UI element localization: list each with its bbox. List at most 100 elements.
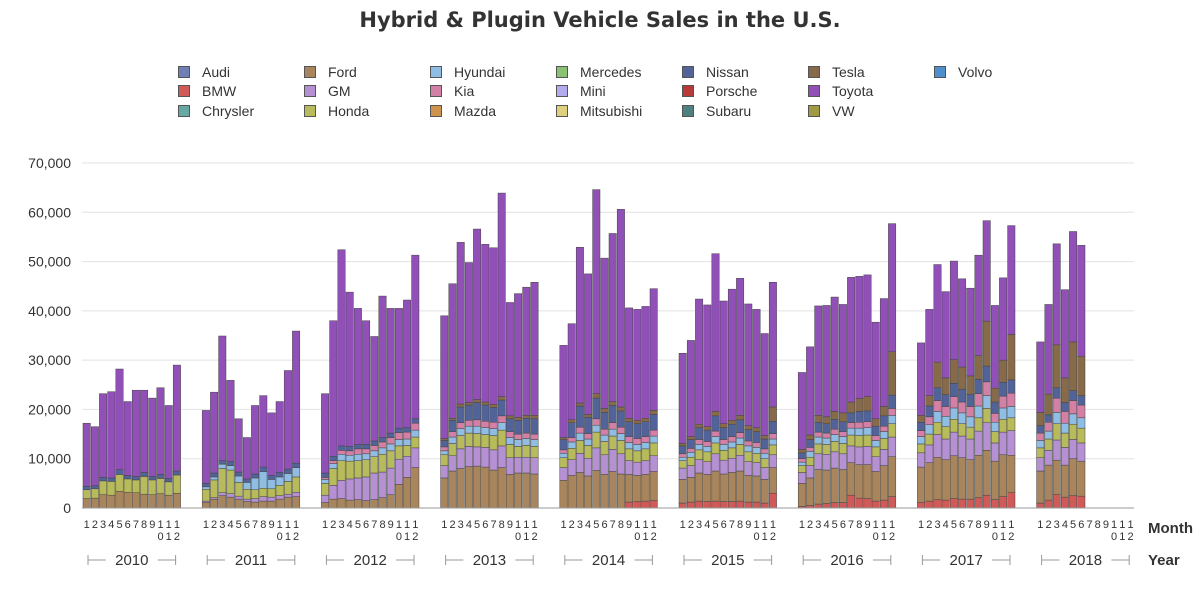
- bar-segment-gm: [768, 454, 777, 468]
- bar-segment-tesla: [559, 437, 568, 440]
- year-label: 2015: [711, 552, 744, 569]
- bar-segment-tesla: [1044, 393, 1053, 416]
- bar-segment-honda: [797, 465, 806, 473]
- bar-segment-kia: [345, 450, 354, 456]
- bar-segment-honda: [226, 469, 235, 494]
- bar-segment-toyota: [172, 364, 181, 472]
- bar-segment-honda: [275, 485, 284, 496]
- bars: [82, 189, 1086, 509]
- bar-segment-honda: [847, 434, 856, 447]
- bar-segment-toyota: [633, 309, 642, 421]
- year-label: 2016: [830, 552, 863, 569]
- bar-segment-tesla: [616, 406, 625, 412]
- bar-segment-honda: [148, 479, 157, 495]
- month-tick-label: 1: [531, 519, 537, 531]
- legend-swatch: [178, 65, 190, 78]
- bar-segment-honda: [625, 448, 634, 461]
- bar-segment-honda: [727, 447, 736, 459]
- bar-segment-ford: [411, 467, 420, 509]
- month-tick-label: 1: [634, 519, 640, 531]
- legend-item-mercedes: Mercedes: [556, 62, 641, 81]
- bar-segment-gm: [1044, 450, 1053, 466]
- bar-segment-bmw: [941, 499, 950, 509]
- bar-segment-ford: [275, 498, 284, 509]
- bar-segment-ford: [608, 471, 617, 509]
- bar-segment-gm: [633, 461, 642, 476]
- y-tick-label: 70,000: [28, 155, 71, 171]
- bar-segment-ford: [678, 479, 687, 504]
- legend-item-audi: Audi: [178, 62, 230, 81]
- bar-segment-toyota: [201, 410, 210, 484]
- bar-segment-bmw: [830, 502, 839, 509]
- bar-segment-bmw: [855, 497, 864, 509]
- bar-segment-tesla: [822, 416, 831, 424]
- bar-segment-toyota: [888, 223, 897, 353]
- bar-segment-hyundai: [218, 463, 227, 469]
- bar-segment-kia: [974, 393, 983, 407]
- bar-segment-kia: [806, 447, 815, 452]
- bar-segment-nissan: [990, 401, 999, 414]
- bar-segment-honda: [362, 459, 371, 478]
- bar-segment-nissan: [744, 429, 753, 442]
- bar-segment-hyundai: [522, 438, 531, 446]
- month-tick-label: 6: [244, 519, 250, 531]
- bar-segment-toyota: [641, 306, 650, 419]
- bar-segment-gm: [522, 456, 531, 474]
- bar-segment-gm: [514, 456, 523, 474]
- month-tick-label: 0: [396, 531, 402, 543]
- bar-segment-honda: [736, 444, 745, 456]
- bar-segment-ford: [201, 502, 210, 509]
- month-tick-label: 0: [1111, 531, 1117, 543]
- bar-segment-kia: [990, 413, 999, 423]
- bar-segment-toyota: [879, 298, 888, 407]
- y-tick-label: 10,000: [28, 451, 71, 467]
- bar-segment-toyota: [703, 304, 712, 427]
- bar-segment-nissan: [123, 475, 132, 480]
- bar-segment-nissan: [727, 423, 736, 437]
- legend-swatch: [304, 65, 316, 78]
- month-tick-label: 8: [260, 519, 266, 531]
- bar-segment-kia: [403, 431, 412, 440]
- bar-segment-tesla: [592, 393, 601, 399]
- bar-segment-hyundai: [362, 453, 371, 460]
- month-tick-label: 1: [166, 531, 172, 543]
- bar-segment-honda: [1036, 447, 1045, 458]
- bar-segment-gm: [847, 445, 856, 463]
- bar-segment-honda: [768, 444, 777, 456]
- bar-segment-honda: [744, 451, 753, 462]
- bar-segment-toyota: [164, 405, 173, 479]
- bar-segment-tesla: [522, 415, 531, 419]
- month-tick-label: 1: [642, 519, 648, 531]
- bar-segment-gm: [760, 467, 769, 480]
- bar-segment-nissan: [489, 407, 498, 423]
- bar-segment-ford: [99, 494, 108, 509]
- legend: Audi BMW Chrysler Ford GM Honda Hyundai Kia Mazd…: [178, 62, 1078, 124]
- bar-segment-hyundai: [830, 434, 839, 442]
- month-tick-label: 1: [1037, 519, 1043, 531]
- bar-segment-ford: [711, 470, 720, 502]
- bar-segment-gm: [584, 457, 593, 477]
- bar-segment-toyota: [448, 283, 457, 419]
- bar-segment-nissan: [999, 382, 1008, 397]
- legend-swatch: [556, 65, 568, 78]
- bar-segment-toyota: [386, 308, 395, 434]
- bar-segment-gm: [1052, 439, 1061, 461]
- bar-segment-honda: [337, 460, 346, 481]
- bar-segment-gm: [386, 467, 395, 495]
- month-tick-label: 2: [174, 531, 180, 543]
- bar-segment-hyundai: [567, 441, 576, 449]
- bar-segment-ford: [616, 473, 625, 509]
- bar-segment-nissan: [362, 444, 371, 450]
- month-tick-label: 7: [252, 519, 258, 531]
- bar-segment-hyundai: [941, 416, 950, 427]
- bar-segment-kia: [514, 433, 523, 440]
- bar-segment-hyundai: [949, 407, 958, 420]
- bar-segment-kia: [464, 420, 473, 427]
- bar-segment-nissan: [107, 477, 116, 482]
- bar-segment-kia: [448, 431, 457, 438]
- bar-segment-toyota: [600, 257, 609, 409]
- month-tick-label: 1: [166, 519, 172, 531]
- month-tick-label: 5: [236, 519, 242, 531]
- bar-segment-kia: [711, 430, 720, 437]
- bar-segment-hyundai: [727, 441, 736, 449]
